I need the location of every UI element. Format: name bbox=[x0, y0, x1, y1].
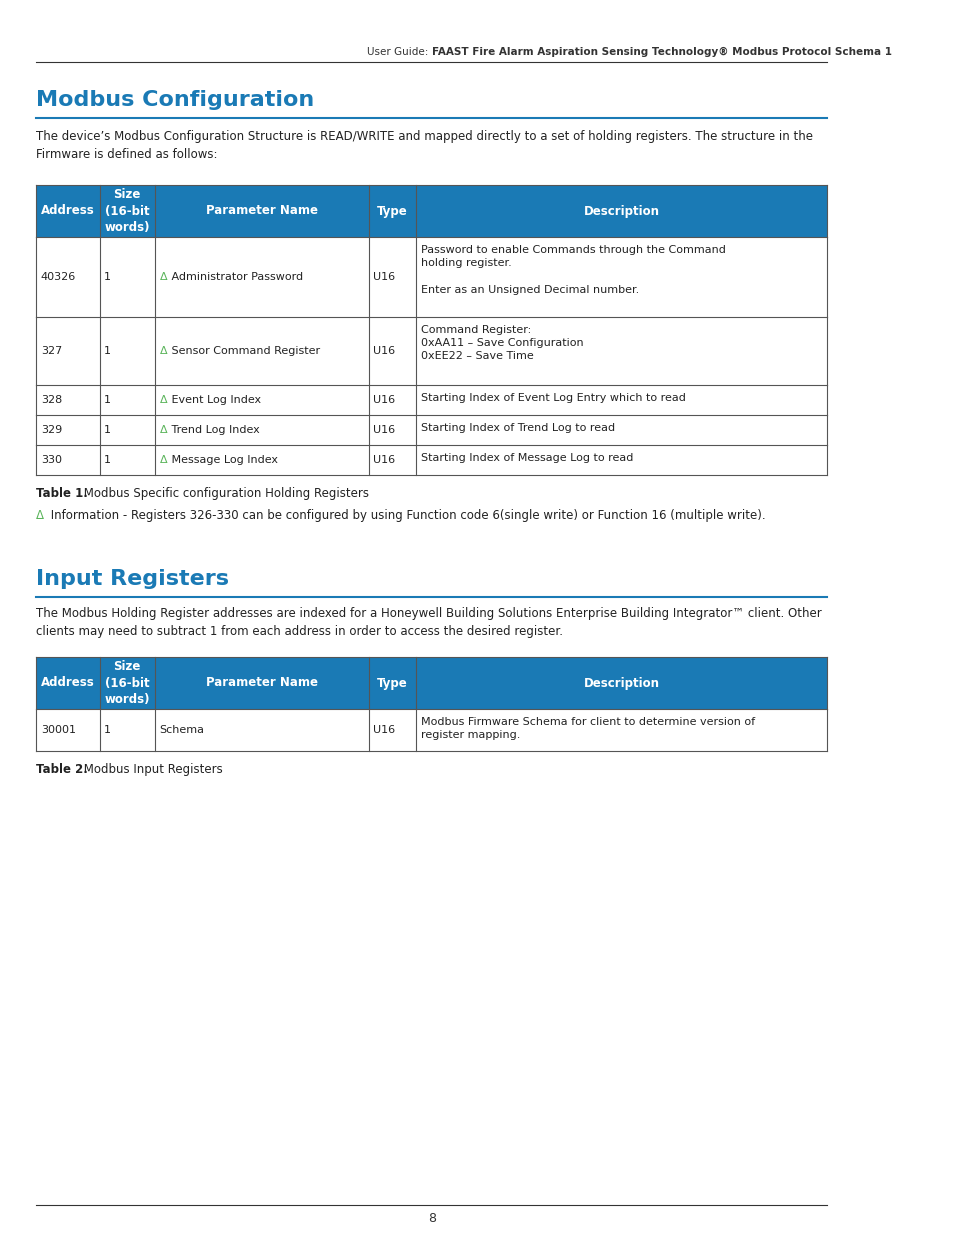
Text: 328: 328 bbox=[41, 395, 62, 405]
Text: 329: 329 bbox=[41, 425, 62, 435]
Text: Administrator Password: Administrator Password bbox=[169, 272, 303, 282]
Bar bbox=[36, 709, 826, 751]
Text: Trend Log Index: Trend Log Index bbox=[169, 425, 260, 435]
Text: User Guide:: User Guide: bbox=[367, 47, 432, 57]
Text: Starting Index of Trend Log to read: Starting Index of Trend Log to read bbox=[420, 424, 614, 433]
Text: Address: Address bbox=[41, 677, 94, 689]
Text: Sensor Command Register: Sensor Command Register bbox=[169, 346, 320, 356]
Text: 1: 1 bbox=[104, 346, 111, 356]
Text: 40326: 40326 bbox=[41, 272, 76, 282]
Text: Description: Description bbox=[583, 205, 659, 217]
Text: Message Log Index: Message Log Index bbox=[169, 454, 278, 466]
Text: Starting Index of Message Log to read: Starting Index of Message Log to read bbox=[420, 453, 632, 463]
Text: Address: Address bbox=[41, 205, 94, 217]
Text: U16: U16 bbox=[373, 725, 395, 735]
Text: Δ: Δ bbox=[159, 395, 167, 405]
Text: Modbus Configuration: Modbus Configuration bbox=[36, 90, 314, 110]
Text: Size
(16-bit
words): Size (16-bit words) bbox=[104, 189, 150, 233]
Text: Size
(16-bit
words): Size (16-bit words) bbox=[104, 661, 150, 705]
Text: Password to enable Commands through the Command
holding register.

Enter as an U: Password to enable Commands through the … bbox=[420, 245, 724, 295]
Text: 8: 8 bbox=[427, 1212, 436, 1224]
Bar bbox=[36, 385, 826, 415]
Text: Parameter Name: Parameter Name bbox=[206, 677, 317, 689]
Text: U16: U16 bbox=[373, 454, 395, 466]
Text: Starting Index of Event Log Entry which to read: Starting Index of Event Log Entry which … bbox=[420, 393, 684, 403]
Text: U16: U16 bbox=[373, 272, 395, 282]
Text: U16: U16 bbox=[373, 395, 395, 405]
Text: Description: Description bbox=[583, 677, 659, 689]
Text: 1: 1 bbox=[104, 725, 111, 735]
Text: 1: 1 bbox=[104, 425, 111, 435]
Text: Δ: Δ bbox=[159, 454, 167, 466]
Text: Modbus Firmware Schema for client to determine version of
register mapping.: Modbus Firmware Schema for client to det… bbox=[420, 718, 754, 740]
Text: Schema: Schema bbox=[159, 725, 204, 735]
Bar bbox=[36, 317, 826, 385]
Text: 1: 1 bbox=[104, 454, 111, 466]
Text: Event Log Index: Event Log Index bbox=[169, 395, 261, 405]
Text: 1: 1 bbox=[104, 395, 111, 405]
Bar bbox=[36, 445, 826, 475]
Text: U16: U16 bbox=[373, 425, 395, 435]
Text: 30001: 30001 bbox=[41, 725, 75, 735]
Text: FAAST Fire Alarm Aspiration Sensing Technology® Modbus Protocol Schema 1: FAAST Fire Alarm Aspiration Sensing Tech… bbox=[432, 47, 891, 57]
Text: Type: Type bbox=[376, 677, 407, 689]
Text: 327: 327 bbox=[41, 346, 62, 356]
Text: Modbus Specific configuration Holding Registers: Modbus Specific configuration Holding Re… bbox=[80, 487, 368, 500]
Text: Parameter Name: Parameter Name bbox=[206, 205, 317, 217]
Text: Δ: Δ bbox=[159, 272, 167, 282]
Text: Input Registers: Input Registers bbox=[36, 569, 229, 589]
Text: Δ: Δ bbox=[36, 509, 44, 522]
Text: 1: 1 bbox=[104, 272, 111, 282]
Text: Δ: Δ bbox=[159, 346, 167, 356]
Bar bbox=[36, 237, 826, 317]
Text: U16: U16 bbox=[373, 346, 395, 356]
Bar bbox=[36, 657, 826, 709]
Text: The device’s Modbus Configuration Structure is READ/WRITE and mapped directly to: The device’s Modbus Configuration Struct… bbox=[36, 130, 812, 161]
Bar bbox=[36, 185, 826, 237]
Text: Command Register:
0xAA11 – Save Configuration
0xEE22 – Save Time: Command Register: 0xAA11 – Save Configur… bbox=[420, 325, 582, 362]
Text: Type: Type bbox=[376, 205, 407, 217]
Text: Information - Registers 326-330 can be configured by using Function code 6(singl: Information - Registers 326-330 can be c… bbox=[47, 509, 765, 522]
Text: Modbus Input Registers: Modbus Input Registers bbox=[80, 763, 222, 776]
Text: Table 2.: Table 2. bbox=[36, 763, 88, 776]
Text: 330: 330 bbox=[41, 454, 62, 466]
Text: Δ: Δ bbox=[159, 425, 167, 435]
Text: The Modbus Holding Register addresses are indexed for a Honeywell Building Solut: The Modbus Holding Register addresses ar… bbox=[36, 606, 821, 638]
Bar bbox=[36, 415, 826, 445]
Text: Table 1.: Table 1. bbox=[36, 487, 88, 500]
